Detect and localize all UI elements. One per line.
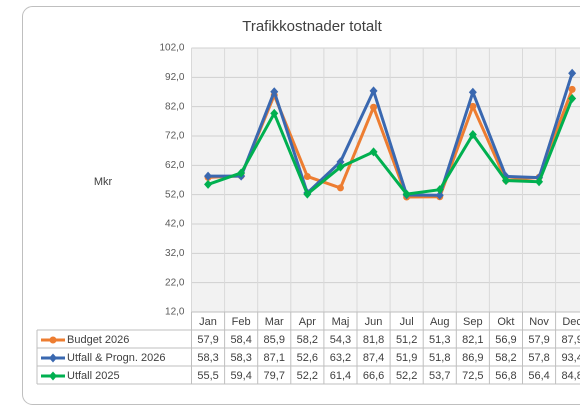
table-value: 58,3 (230, 352, 251, 364)
table-value: 66,6 (363, 370, 384, 382)
y-tick-label: 52,0 (165, 189, 185, 200)
marker (303, 172, 311, 180)
legend-marker (49, 353, 57, 363)
table-value: 72,5 (462, 370, 483, 382)
x-tick-label: Aug (430, 316, 450, 328)
marker (204, 179, 213, 189)
marker (568, 93, 577, 103)
table-value: 87,9 (561, 334, 580, 346)
marker (435, 190, 444, 200)
table-value: 51,8 (429, 352, 450, 364)
marker (336, 162, 345, 172)
y-tick-label: 72,0 (165, 131, 185, 142)
legend-label: Utfall 2025 (67, 370, 120, 382)
table-value: 56,9 (495, 334, 516, 346)
x-tick-label: Mar (265, 316, 284, 328)
marker (336, 157, 345, 167)
table-value: 61,4 (330, 370, 351, 382)
table-value: 53,7 (429, 370, 450, 382)
table-value: 56,4 (528, 370, 549, 382)
table-value: 58,4 (230, 334, 251, 346)
table-value: 84,8 (561, 370, 580, 382)
table-value: 57,8 (528, 352, 549, 364)
x-tick-label: Jan (199, 316, 217, 328)
table-value: 82,1 (462, 334, 483, 346)
y-tick-label: 42,0 (165, 219, 185, 230)
table-value: 57,9 (197, 334, 218, 346)
series-line (207, 97, 574, 196)
marker (303, 189, 312, 199)
chart-title: Trafikkostnader totalt (242, 18, 382, 35)
table-value: 54,3 (330, 334, 351, 346)
marker (270, 87, 279, 97)
y-tick-label: 32,0 (165, 248, 185, 259)
marker (237, 168, 246, 178)
x-tick-label: Jul (400, 316, 414, 328)
table-value: 59,4 (230, 370, 251, 382)
marker (336, 184, 344, 192)
table-value: 51,9 (396, 352, 417, 364)
table-value: 85,9 (264, 334, 285, 346)
table-value: 58,3 (197, 352, 218, 364)
table-value: 58,2 (297, 334, 318, 346)
marker (435, 185, 444, 195)
table-value: 55,5 (197, 370, 218, 382)
x-tick-label: Nov (529, 316, 549, 328)
y-tick-label: 92,0 (165, 72, 185, 83)
x-tick-label: Apr (299, 316, 316, 328)
y-tick-label: 102,0 (159, 43, 184, 54)
marker (469, 102, 477, 110)
table-value: 51,3 (429, 334, 450, 346)
x-tick-label: Jun (365, 316, 383, 328)
marker (370, 103, 378, 111)
marker (369, 86, 378, 96)
x-tick-label: Feb (232, 316, 251, 328)
x-tick-label: Okt (497, 316, 514, 328)
table-value: 52,6 (297, 352, 318, 364)
x-tick-label: Dec (562, 316, 580, 328)
legend-marker (49, 336, 57, 344)
table-value: 58,2 (495, 352, 516, 364)
y-tick-label: 12,0 (165, 307, 185, 318)
table-value: 63,2 (330, 352, 351, 364)
legend-label: Budget 2026 (67, 334, 129, 346)
table-value: 51,2 (396, 334, 417, 346)
marker (204, 171, 213, 181)
table-value: 87,1 (264, 352, 285, 364)
marker (535, 177, 544, 187)
y-axis-label: Mkr (94, 176, 113, 188)
marker (369, 147, 378, 157)
legend-marker (49, 371, 57, 381)
marker (568, 68, 577, 78)
table-value: 52,2 (396, 370, 417, 382)
marker (501, 176, 510, 186)
marker (468, 87, 477, 97)
table-value: 93,4 (561, 352, 580, 364)
marker (468, 130, 477, 140)
y-tick-label: 62,0 (165, 160, 185, 171)
table-value: 79,7 (264, 370, 285, 382)
x-tick-label: Maj (332, 316, 350, 328)
table-value: 52,2 (297, 370, 318, 382)
table-value: 81,8 (363, 334, 384, 346)
y-tick-label: 22,0 (165, 277, 185, 288)
y-tick-label: 82,0 (165, 101, 185, 112)
table-value: 86,9 (462, 352, 483, 364)
marker (568, 85, 576, 93)
table-value: 57,9 (528, 334, 549, 346)
series-line (208, 72, 574, 197)
legend-label: Utfall & Progn. 2026 (67, 352, 165, 364)
table-value: 87,4 (363, 352, 384, 364)
x-tick-label: Sep (463, 316, 483, 328)
marker (270, 108, 279, 118)
table-value: 56,8 (495, 370, 516, 382)
marker (402, 189, 411, 199)
